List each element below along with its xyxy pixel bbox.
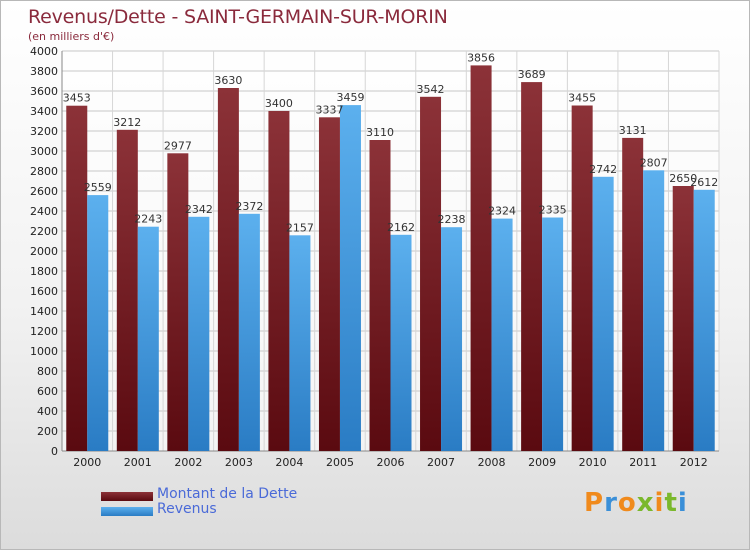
value-label-dette: 2650 bbox=[669, 172, 697, 185]
bar-dette bbox=[369, 140, 391, 451]
y-tick-label: 3000 bbox=[30, 145, 58, 158]
value-label-dette: 3856 bbox=[467, 51, 495, 64]
x-tick-label: 2006 bbox=[377, 456, 405, 469]
value-label-revenus: 2238 bbox=[438, 213, 466, 226]
bar-revenus bbox=[542, 217, 564, 451]
value-label-dette: 3453 bbox=[63, 92, 91, 105]
y-tick-label: 800 bbox=[37, 365, 58, 378]
y-tick-label: 3400 bbox=[30, 105, 58, 118]
proxiti-logo: Proxiti bbox=[584, 488, 688, 518]
y-tick-label: 3800 bbox=[30, 65, 58, 78]
value-label-revenus: 2612 bbox=[690, 176, 718, 189]
y-tick-label: 2600 bbox=[30, 185, 58, 198]
bar-dette bbox=[167, 153, 189, 452]
bar-revenus bbox=[441, 227, 463, 451]
legend-label-dette: Montant de la Dette bbox=[157, 486, 298, 502]
bar-revenus bbox=[390, 234, 412, 451]
value-label-dette: 3400 bbox=[265, 97, 293, 110]
x-axis-ticks: 2000 2001 2002 2003 2004 2005 2006 2007 2008 2009… bbox=[73, 456, 707, 469]
x-tick-label: 2003 bbox=[225, 456, 253, 469]
chart-subtitle: (en milliers d'€) bbox=[28, 30, 115, 43]
legend-swatch-dette bbox=[101, 492, 153, 501]
bar-revenus bbox=[137, 226, 159, 451]
bar-dette bbox=[672, 186, 694, 451]
x-tick-label: 2002 bbox=[174, 456, 202, 469]
bar-dette bbox=[217, 88, 239, 451]
bar-dette bbox=[420, 96, 442, 452]
x-tick-label: 2000 bbox=[73, 456, 101, 469]
value-label-revenus: 2243 bbox=[134, 213, 162, 226]
value-label-revenus: 2335 bbox=[539, 204, 567, 217]
y-tick-label: 3600 bbox=[30, 85, 58, 98]
y-axis-ticks: 0 200 400 600 800 1000 1200 1400 1600 1800 2000 220… bbox=[30, 45, 58, 458]
value-label-revenus: 2372 bbox=[235, 200, 263, 213]
bar-dette bbox=[521, 82, 543, 451]
y-tick-label: 400 bbox=[37, 405, 58, 418]
value-label-revenus: 2324 bbox=[488, 205, 516, 218]
y-tick-label: 1800 bbox=[30, 265, 58, 278]
value-label-dette: 3689 bbox=[518, 68, 546, 81]
x-tick-label: 2005 bbox=[326, 456, 354, 469]
bar-dette bbox=[116, 129, 138, 452]
value-label-dette: 3542 bbox=[417, 83, 445, 96]
value-label-revenus: 3459 bbox=[336, 91, 364, 104]
bar-revenus bbox=[87, 195, 109, 451]
y-tick-label: 2400 bbox=[30, 205, 58, 218]
value-labels: 3453 2559 3212 2243 2977 2342 3630 2372 3400 2157… bbox=[63, 51, 718, 234]
value-label-revenus: 2157 bbox=[286, 221, 314, 234]
bars bbox=[66, 65, 715, 452]
y-tick-label: 1200 bbox=[30, 325, 58, 338]
x-tick-label: 2012 bbox=[680, 456, 708, 469]
x-tick-label: 2001 bbox=[124, 456, 152, 469]
bar-dette bbox=[622, 137, 644, 451]
value-label-dette: 3212 bbox=[113, 116, 141, 129]
bar-revenus bbox=[289, 235, 311, 451]
chart-title: Revenus/Dette - SAINT-GERMAIN-SUR-MORIN bbox=[28, 6, 448, 28]
y-tick-label: 1000 bbox=[30, 345, 58, 358]
y-tick-label: 2000 bbox=[30, 245, 58, 258]
bar-revenus bbox=[491, 218, 513, 451]
x-tick-label: 2007 bbox=[427, 456, 455, 469]
bar-dette bbox=[571, 105, 593, 451]
bar-dette bbox=[470, 65, 492, 452]
x-tick-label: 2010 bbox=[579, 456, 607, 469]
value-label-revenus: 2342 bbox=[185, 203, 213, 216]
value-label-dette: 3630 bbox=[214, 74, 242, 87]
y-tick-label: 0 bbox=[51, 445, 58, 458]
y-tick-label: 200 bbox=[37, 425, 58, 438]
legend-label-revenus: Revenus bbox=[157, 501, 217, 517]
x-tick-label: 2011 bbox=[629, 456, 657, 469]
value-label-revenus: 2807 bbox=[640, 156, 668, 169]
y-tick-label: 3200 bbox=[30, 125, 58, 138]
value-label-dette: 3455 bbox=[568, 92, 596, 105]
y-tick-label: 600 bbox=[37, 385, 58, 398]
y-tick-label: 1600 bbox=[30, 285, 58, 298]
legend-swatch-revenus bbox=[101, 507, 153, 516]
y-tick-label: 2200 bbox=[30, 225, 58, 238]
value-label-dette: 3337 bbox=[315, 103, 343, 116]
value-label-dette: 3110 bbox=[366, 126, 394, 139]
x-tick-label: 2008 bbox=[478, 456, 506, 469]
y-tick-label: 1400 bbox=[30, 305, 58, 318]
bar-revenus bbox=[238, 213, 260, 451]
bar-dette bbox=[318, 117, 340, 452]
bar-dette bbox=[268, 111, 290, 451]
x-tick-label: 2009 bbox=[528, 456, 556, 469]
bar-revenus bbox=[592, 176, 614, 452]
value-label-revenus: 2559 bbox=[84, 181, 112, 194]
x-tick-label: 2004 bbox=[275, 456, 303, 469]
bar-dette bbox=[66, 105, 88, 451]
bar-revenus bbox=[188, 216, 210, 451]
bar-revenus bbox=[643, 170, 665, 452]
y-tick-label: 2800 bbox=[30, 165, 58, 178]
bar-revenus bbox=[339, 105, 361, 451]
value-label-revenus: 2162 bbox=[387, 221, 415, 234]
value-label-dette: 3131 bbox=[619, 124, 647, 137]
y-tick-label: 4000 bbox=[30, 45, 58, 58]
value-label-revenus: 2742 bbox=[589, 163, 617, 176]
bar-revenus bbox=[693, 189, 715, 452]
value-label-dette: 2977 bbox=[164, 139, 192, 152]
